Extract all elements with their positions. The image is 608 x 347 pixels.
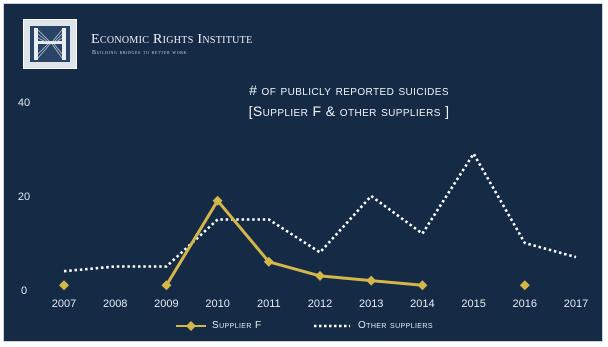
org-tagline: Building bridges to better work bbox=[92, 50, 187, 56]
legend-swatch-supplier-f bbox=[176, 321, 206, 331]
chart-title-line2: [Supplier F & other suppliers ] bbox=[248, 103, 450, 119]
series-line-supplier-f bbox=[165, 199, 423, 287]
x-axis-ticks: 2007 2008 2009 2010 2011 2012 2013 2014 2015 2016… bbox=[52, 298, 588, 310]
supplier-f-point bbox=[161, 280, 172, 291]
series-line-other-suppliers bbox=[63, 152, 577, 273]
x-tick-label: 2008 bbox=[103, 298, 127, 310]
x-tick-label: 2017 bbox=[564, 298, 588, 310]
x-tick-label: 2013 bbox=[359, 298, 383, 310]
supplier-f-point bbox=[315, 270, 325, 281]
institute-logo bbox=[23, 19, 77, 69]
x-tick-label: 2007 bbox=[52, 298, 76, 310]
chart-title-line1: # of publicly reported suicides bbox=[249, 82, 449, 98]
legend-item-other-suppliers: Other suppliers bbox=[312, 317, 472, 335]
legend-label-supplier-f: Supplier F bbox=[212, 320, 262, 331]
legend-label-other-suppliers: Other suppliers bbox=[358, 320, 433, 331]
x-tick-label: 2009 bbox=[154, 298, 178, 310]
y-tick-label: 40 bbox=[18, 97, 30, 109]
y-tick-label: 20 bbox=[18, 191, 30, 203]
legend-item-supplier-f: Supplier F bbox=[174, 317, 304, 335]
x-tick-label: 2010 bbox=[205, 298, 229, 310]
legend-swatch-other-suppliers bbox=[314, 324, 350, 328]
x-tick-label: 2012 bbox=[308, 298, 332, 310]
y-axis-ticks: 0 20 40 bbox=[18, 97, 30, 297]
supplier-f-point bbox=[212, 195, 223, 206]
y-tick-label: 0 bbox=[21, 285, 27, 297]
x-tick-label: 2015 bbox=[461, 298, 485, 310]
supplier-f-point bbox=[59, 280, 69, 291]
x-tick-label: 2016 bbox=[513, 298, 537, 310]
supplier-f-point bbox=[519, 280, 530, 291]
supplier-f-point bbox=[417, 280, 428, 291]
x-tick-label: 2014 bbox=[410, 298, 434, 310]
chart-panel: Economic Rights Institute Building bridg… bbox=[3, 3, 603, 342]
org-name: Economic Rights Institute bbox=[91, 32, 253, 47]
supplier-f-point bbox=[263, 256, 274, 267]
series-layer bbox=[59, 152, 577, 291]
supplier-f-point bbox=[366, 275, 377, 286]
x-tick-label: 2011 bbox=[257, 298, 281, 310]
